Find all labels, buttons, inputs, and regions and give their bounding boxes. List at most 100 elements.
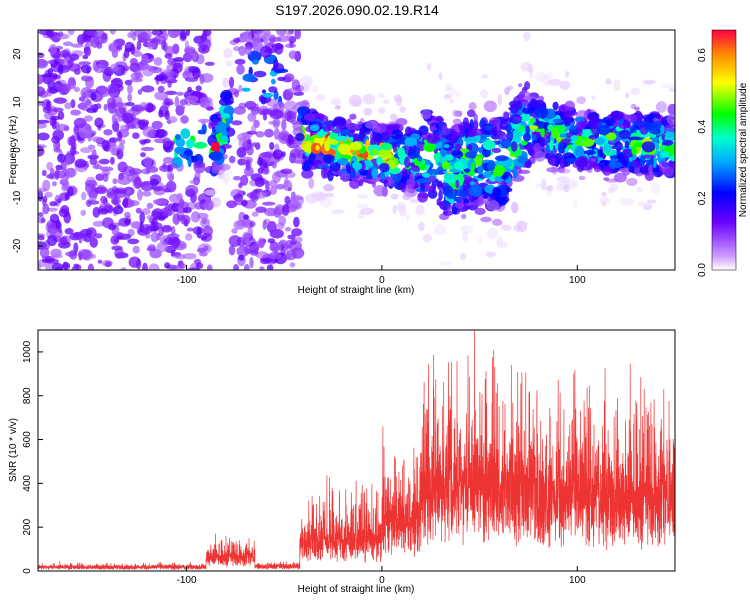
heatmap-cell	[67, 30, 75, 36]
heatmap-cell	[438, 189, 443, 201]
heatmap-cell	[495, 155, 509, 162]
heatmap-cell	[637, 201, 648, 207]
y-tick-label: 0	[22, 568, 33, 574]
heatmap-cell	[628, 166, 635, 173]
snr-x-ticks: -100 0 100	[176, 566, 586, 586]
heatmap-cell	[293, 216, 300, 228]
heatmap-cell	[443, 173, 456, 180]
heatmap-cell	[473, 113, 479, 123]
heatmap-cell	[463, 198, 470, 204]
heatmap-cell	[94, 233, 103, 239]
heatmap-cell	[274, 43, 284, 55]
heatmap-cell	[613, 79, 621, 91]
heatmap-cell	[393, 94, 403, 103]
heatmap-cell	[63, 125, 70, 132]
heatmap-cell	[373, 185, 387, 197]
heatmap-cell	[461, 213, 467, 220]
heatmap-cell	[545, 144, 550, 152]
heatmap-cell	[85, 227, 97, 239]
heatmap-cell	[40, 73, 54, 78]
heatmap-cell	[148, 263, 160, 270]
heatmap-cell	[127, 93, 132, 102]
heatmap-cell	[455, 93, 461, 98]
heatmap-cell	[453, 161, 465, 170]
heatmap-cell	[631, 145, 637, 156]
heatmap-cell	[282, 113, 288, 122]
heatmap-cell	[329, 162, 341, 172]
heatmap-cell	[53, 97, 67, 104]
heatmap-cell	[140, 102, 148, 109]
heatmap-cell	[427, 62, 432, 71]
y-tick-label: 1000	[22, 340, 33, 363]
heatmap-cell	[72, 232, 82, 238]
heatmap-cell	[449, 98, 454, 104]
heatmap-cell	[433, 224, 447, 236]
heatmap-cell	[481, 74, 489, 79]
heatmap-cell	[500, 224, 512, 231]
heatmap-cell	[112, 178, 118, 185]
heatmap-cell	[470, 162, 475, 172]
heatmap-cell	[180, 128, 191, 139]
heatmap-cell	[86, 107, 97, 114]
heatmap-cell	[450, 124, 465, 136]
heatmap-cell	[143, 138, 151, 144]
heatmap-cell	[110, 63, 119, 72]
heatmap-cell	[94, 186, 108, 195]
heatmap-cell	[157, 216, 166, 221]
heatmap-cell	[262, 201, 276, 206]
heatmap-cell	[668, 87, 675, 93]
heatmap-cell	[625, 92, 630, 99]
heatmap-cell	[423, 142, 436, 152]
heatmap-cell	[573, 198, 578, 208]
heatmap-cell	[330, 98, 342, 105]
heatmap-cell	[191, 50, 199, 63]
heatmap-cell	[356, 204, 369, 209]
heatmap-cell	[605, 132, 617, 141]
heatmap-cell	[525, 160, 532, 169]
heatmap-cell	[150, 231, 159, 243]
heatmap-cell	[557, 141, 564, 154]
heatmap-cell	[124, 218, 131, 225]
heatmap-cell	[401, 166, 413, 178]
heatmap-cell	[603, 177, 610, 182]
heatmap-cell	[312, 85, 319, 93]
heatmap-cell	[94, 117, 104, 128]
heatmap-cell	[596, 124, 611, 135]
heatmap-cell	[267, 37, 282, 42]
heatmap-cell	[661, 151, 670, 158]
heatmap-cell	[199, 38, 212, 50]
heatmap-cell	[574, 116, 585, 122]
heatmap-cell	[166, 171, 174, 180]
heatmap-cell	[52, 262, 64, 270]
heatmap-cell	[460, 225, 473, 234]
heatmap-cell	[123, 49, 130, 59]
heatmap-cell	[234, 58, 246, 65]
heatmap-cell	[528, 98, 538, 111]
heatmap-cell	[151, 30, 163, 36]
heatmap-cell	[228, 76, 235, 89]
heatmap-cell	[281, 119, 287, 131]
heatmap-cell	[268, 86, 278, 93]
heatmap-cell	[170, 30, 183, 36]
heatmap-cell	[357, 194, 369, 199]
heatmap-cell	[135, 207, 142, 214]
heatmap-cell	[392, 204, 397, 214]
heatmap-cell	[469, 181, 475, 186]
heatmap-cell	[262, 113, 268, 121]
heatmap-cell	[292, 157, 305, 164]
heatmap-cell	[118, 143, 125, 152]
heatmap-cell	[601, 201, 607, 207]
heatmap-cell	[422, 234, 433, 243]
heatmap-cell	[285, 43, 297, 48]
heatmap-cell	[275, 68, 289, 74]
heatmap-cell	[97, 208, 109, 215]
heatmap-cell	[494, 159, 508, 166]
heatmap-cell	[157, 85, 165, 93]
heatmap-cell	[124, 211, 131, 219]
heatmap-cell	[176, 91, 185, 96]
heatmap-cell	[619, 197, 634, 206]
heatmap-cell	[90, 92, 97, 101]
heatmap-cell	[308, 177, 315, 189]
heatmap-cell	[47, 234, 58, 247]
heatmap-cell	[532, 142, 543, 154]
